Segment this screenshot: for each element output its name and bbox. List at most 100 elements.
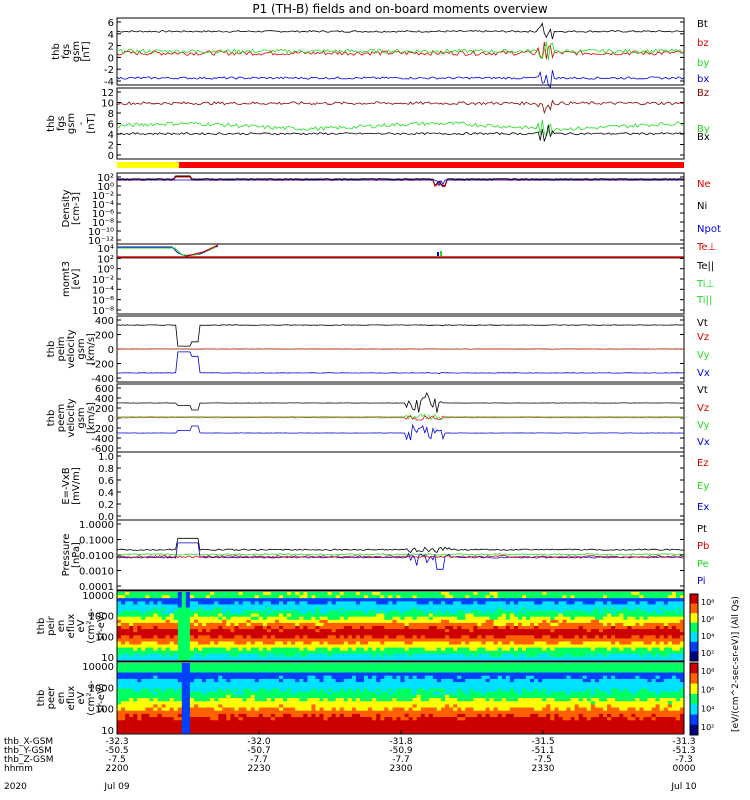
heatmap-cell bbox=[546, 632, 551, 636]
heatmap-cell bbox=[137, 694, 142, 699]
heatmap-cell bbox=[663, 635, 669, 639]
heatmap-cell bbox=[319, 592, 324, 596]
heatmap-cell bbox=[465, 595, 470, 599]
heatmap-cell bbox=[246, 616, 252, 621]
heatmap-cell bbox=[627, 610, 632, 614]
heatmap-cell bbox=[161, 595, 167, 599]
heatmap-cell bbox=[538, 607, 543, 611]
heatmap-cell bbox=[582, 691, 588, 696]
heatmap-cell bbox=[570, 632, 576, 636]
heatmap-cell bbox=[121, 663, 126, 667]
heatmap-cell bbox=[133, 650, 138, 655]
heatmap-cell bbox=[384, 694, 389, 699]
heatmap-cell bbox=[145, 698, 150, 702]
heatmap-cell bbox=[319, 632, 324, 636]
heatmap-cell bbox=[542, 678, 547, 683]
heatmap-cell bbox=[659, 685, 665, 689]
heatmap-cell bbox=[663, 607, 669, 611]
heatmap-cell bbox=[181, 638, 187, 642]
heatmap-cell bbox=[461, 638, 466, 642]
heatmap-cell bbox=[631, 632, 636, 636]
heatmap-cell bbox=[214, 626, 219, 630]
heatmap-cell bbox=[477, 675, 482, 680]
heatmap-cell bbox=[441, 613, 446, 618]
panel-frame bbox=[116, 451, 685, 521]
heatmap-cell bbox=[335, 641, 341, 645]
heatmap-cell bbox=[461, 616, 466, 621]
heatmap-cell bbox=[250, 656, 256, 661]
heatmap-cell bbox=[453, 592, 458, 596]
heatmap-cell bbox=[570, 678, 576, 683]
heatmap-cell bbox=[311, 601, 316, 605]
heatmap-cell bbox=[404, 632, 410, 636]
heatmap-cell bbox=[574, 653, 580, 658]
heatmap-cell bbox=[323, 691, 328, 696]
heatmap-cell bbox=[461, 688, 466, 693]
heatmap-cell bbox=[283, 682, 288, 686]
heatmap-cell bbox=[351, 691, 357, 696]
heatmap-cell bbox=[327, 666, 333, 670]
heatmap-cell bbox=[368, 607, 373, 611]
heatmap-cell bbox=[538, 601, 543, 605]
heatmap-cell bbox=[198, 678, 203, 683]
heatmap-cell bbox=[663, 595, 669, 599]
heatmap-cell bbox=[153, 672, 158, 677]
heatmap-cell bbox=[364, 672, 369, 677]
heatmap-cell bbox=[117, 663, 122, 667]
heatmap-cell bbox=[505, 653, 511, 658]
heatmap-cell bbox=[234, 622, 239, 627]
heatmap-cell bbox=[647, 678, 652, 683]
heatmap-cell bbox=[501, 604, 507, 608]
heatmap-cell bbox=[274, 607, 280, 611]
heatmap-cell bbox=[562, 626, 567, 630]
heatmap-cell bbox=[238, 691, 243, 696]
heatmap-cell bbox=[327, 653, 333, 658]
heatmap-cell bbox=[250, 610, 256, 614]
heatmap-cell bbox=[554, 682, 559, 686]
heatmap-cell bbox=[210, 601, 215, 605]
heatmap-cell bbox=[165, 592, 171, 596]
heatmap-cell bbox=[631, 678, 636, 683]
heatmap-cell bbox=[570, 666, 576, 670]
y-label-line: fgs bbox=[56, 116, 67, 131]
heatmap-cell bbox=[497, 672, 503, 677]
heatmap-cell bbox=[380, 622, 385, 627]
heatmap-cell bbox=[274, 688, 280, 693]
heatmap-cell bbox=[522, 685, 527, 689]
heatmap-cell bbox=[501, 663, 507, 667]
heatmap-cell bbox=[343, 694, 349, 699]
heatmap-cell bbox=[586, 641, 592, 645]
y-axis-label: thb fgs gsm [nT] bbox=[51, 41, 92, 62]
heatmap-cell bbox=[469, 650, 474, 655]
heatmap-cell bbox=[392, 632, 397, 636]
heatmap-cell bbox=[445, 663, 450, 667]
heatmap-cell bbox=[667, 641, 673, 645]
heatmap-cell bbox=[518, 632, 523, 636]
heatmap-cell bbox=[234, 638, 239, 642]
heatmap-cell bbox=[157, 613, 162, 618]
heatmap-cell bbox=[485, 598, 491, 602]
heatmap-cell bbox=[165, 598, 171, 602]
heatmap-cell bbox=[408, 675, 414, 680]
heatmap-cell bbox=[303, 691, 308, 696]
heatmap-cell bbox=[453, 629, 458, 633]
heatmap-cell bbox=[149, 626, 154, 630]
heatmap-cell bbox=[137, 682, 142, 686]
heatmap-cell bbox=[477, 666, 482, 670]
heatmap-cell bbox=[518, 666, 523, 670]
heatmap-cell bbox=[157, 638, 162, 642]
heatmap-cell bbox=[643, 656, 648, 661]
heatmap-cell bbox=[530, 647, 535, 652]
heatmap-cell bbox=[667, 598, 673, 602]
heatmap-cell bbox=[380, 663, 385, 667]
heatmap-cell bbox=[303, 675, 308, 680]
heatmap-cell bbox=[457, 622, 462, 627]
y-tick-label: 0.6 bbox=[98, 476, 114, 487]
heatmap-cell bbox=[453, 669, 458, 673]
heatmap-cell bbox=[343, 619, 349, 624]
heatmap-cell bbox=[461, 592, 466, 596]
heatmap-cell bbox=[262, 607, 268, 611]
heatmap-cell bbox=[461, 656, 466, 661]
heatmap-cell bbox=[445, 669, 450, 673]
heatmap-cell bbox=[181, 601, 187, 605]
